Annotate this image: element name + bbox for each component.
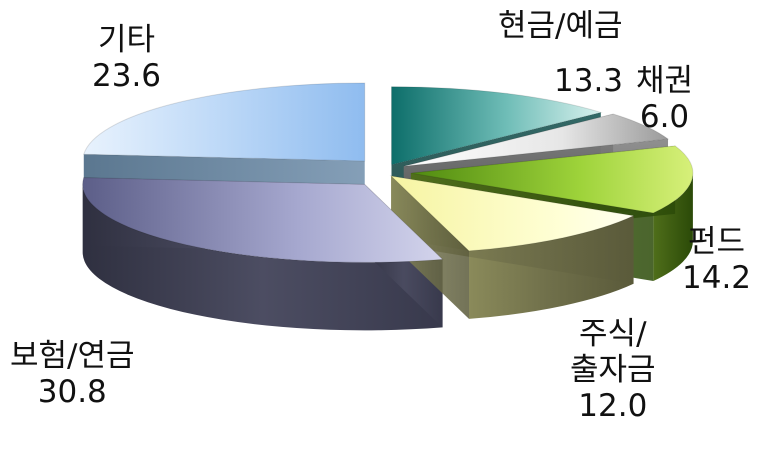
slice-top-etc	[83, 82, 366, 162]
slice-top-insurance	[82, 177, 444, 263]
slice-label-bond-name: 채권	[636, 63, 694, 99]
slice-label-etc-name: 기타	[97, 22, 156, 58]
slice-label-stock-name-1: 주식/	[579, 316, 647, 352]
slice-label-fund-value: 14.2	[682, 260, 752, 296]
slice-side-insurance	[82, 184, 443, 331]
slice-side-fund	[653, 173, 693, 282]
slice-label-insurance-value: 30.8	[37, 374, 107, 410]
slice-label-stock-value: 12.0	[578, 388, 648, 424]
slice-label-insurance-name: 보험/연금	[10, 338, 135, 374]
slice-label-fund-name: 펀드	[687, 224, 746, 260]
slice-label-etc: 기타 23.6	[92, 22, 161, 94]
slice-label-etc-value: 23.6	[92, 58, 162, 94]
slice-label-fund: 펀드 14.2	[682, 224, 751, 296]
slice-top-stock	[389, 175, 636, 252]
pie-slices	[82, 82, 694, 331]
slice-label-insurance: 보험/연금 30.8	[10, 338, 135, 410]
slice-top-cash	[390, 86, 603, 166]
slice-label-bond-value: 6.0	[639, 99, 690, 135]
slice-label-stock-name-2: 출자금	[570, 352, 656, 388]
slice-label-bond: 채권 6.0	[636, 63, 693, 135]
slice-label-cash-value: 13.3	[554, 63, 624, 99]
slice-label-cash-name: 현금/예금	[498, 8, 623, 44]
slice-top-fund	[410, 145, 694, 214]
slice-top-bond	[403, 113, 670, 167]
slice-label-stock: 주식/ 출자금 12.0	[570, 316, 656, 424]
